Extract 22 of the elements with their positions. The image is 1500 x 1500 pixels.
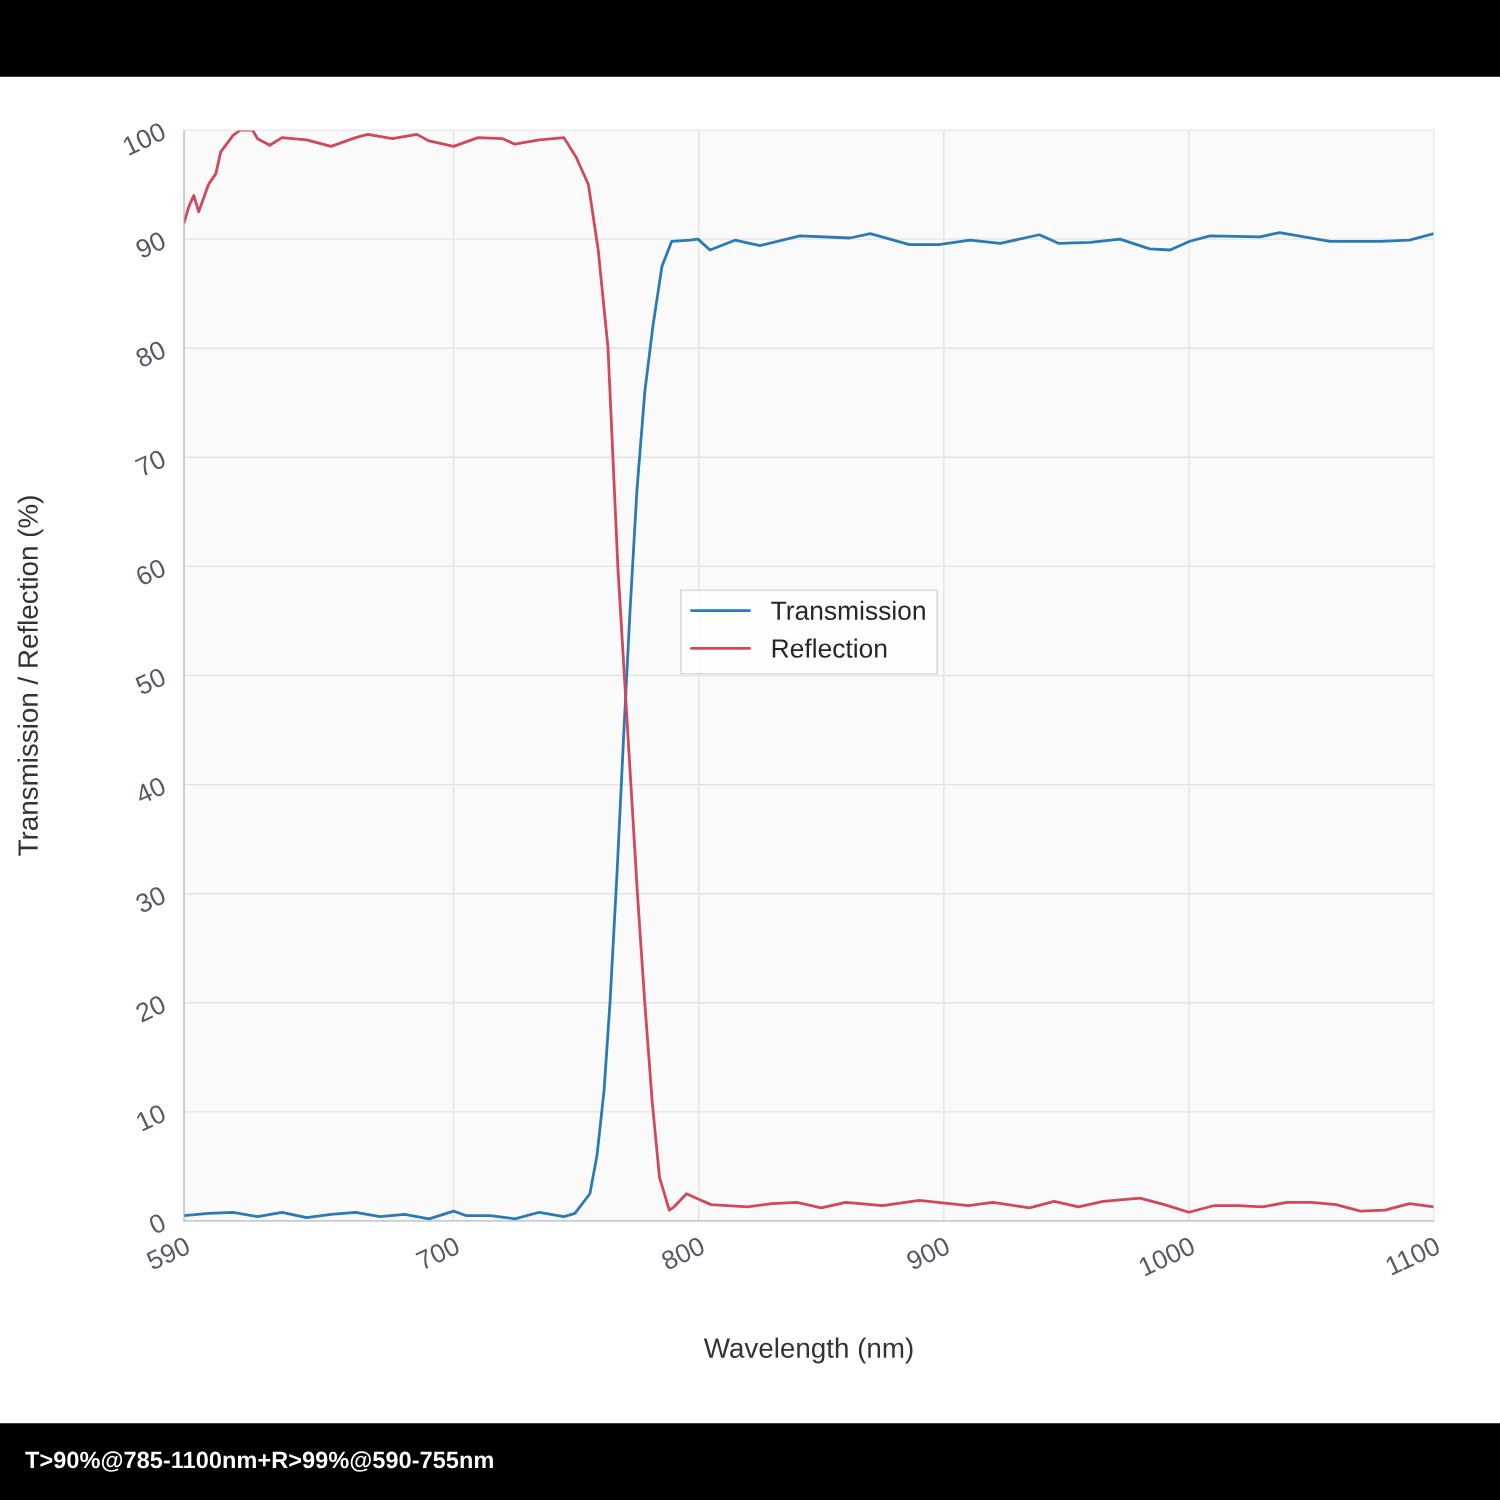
y-tick-label: 10	[135, 1103, 167, 1132]
x-tick-label: 900	[905, 1235, 952, 1271]
x-tick-label: 1000	[1137, 1235, 1197, 1277]
y-tick-label: 60	[134, 557, 167, 587]
y-tick-label: 100	[121, 121, 167, 156]
y-tick-label: 30	[134, 885, 167, 914]
y-tick-label: 70	[134, 448, 167, 478]
x-tick-label: 1100	[1384, 1235, 1442, 1276]
x-tick-label: 700	[415, 1235, 461, 1271]
y-tick-label: 90	[134, 230, 167, 259]
y-tick-label: 80	[134, 339, 167, 369]
legend-label: Reflection	[772, 638, 887, 658]
y-tick-label: 50	[134, 667, 167, 696]
x-tick-label: 800	[660, 1235, 706, 1271]
y-axis-title: Transmission / Reflection (%)	[17, 496, 44, 856]
y-tick-label: 40	[133, 776, 167, 805]
y-tick-label: 20	[134, 994, 167, 1023]
x-axis-title: Wavelength (nm)	[703, 1337, 913, 1364]
text: T>90%@785-1100nm+R>99%@590-755nm	[25, 1451, 493, 1472]
y-tick-label: 0	[147, 1212, 167, 1235]
x-tick-label: 590	[145, 1235, 192, 1271]
legend-label: Transmission	[771, 600, 925, 621]
